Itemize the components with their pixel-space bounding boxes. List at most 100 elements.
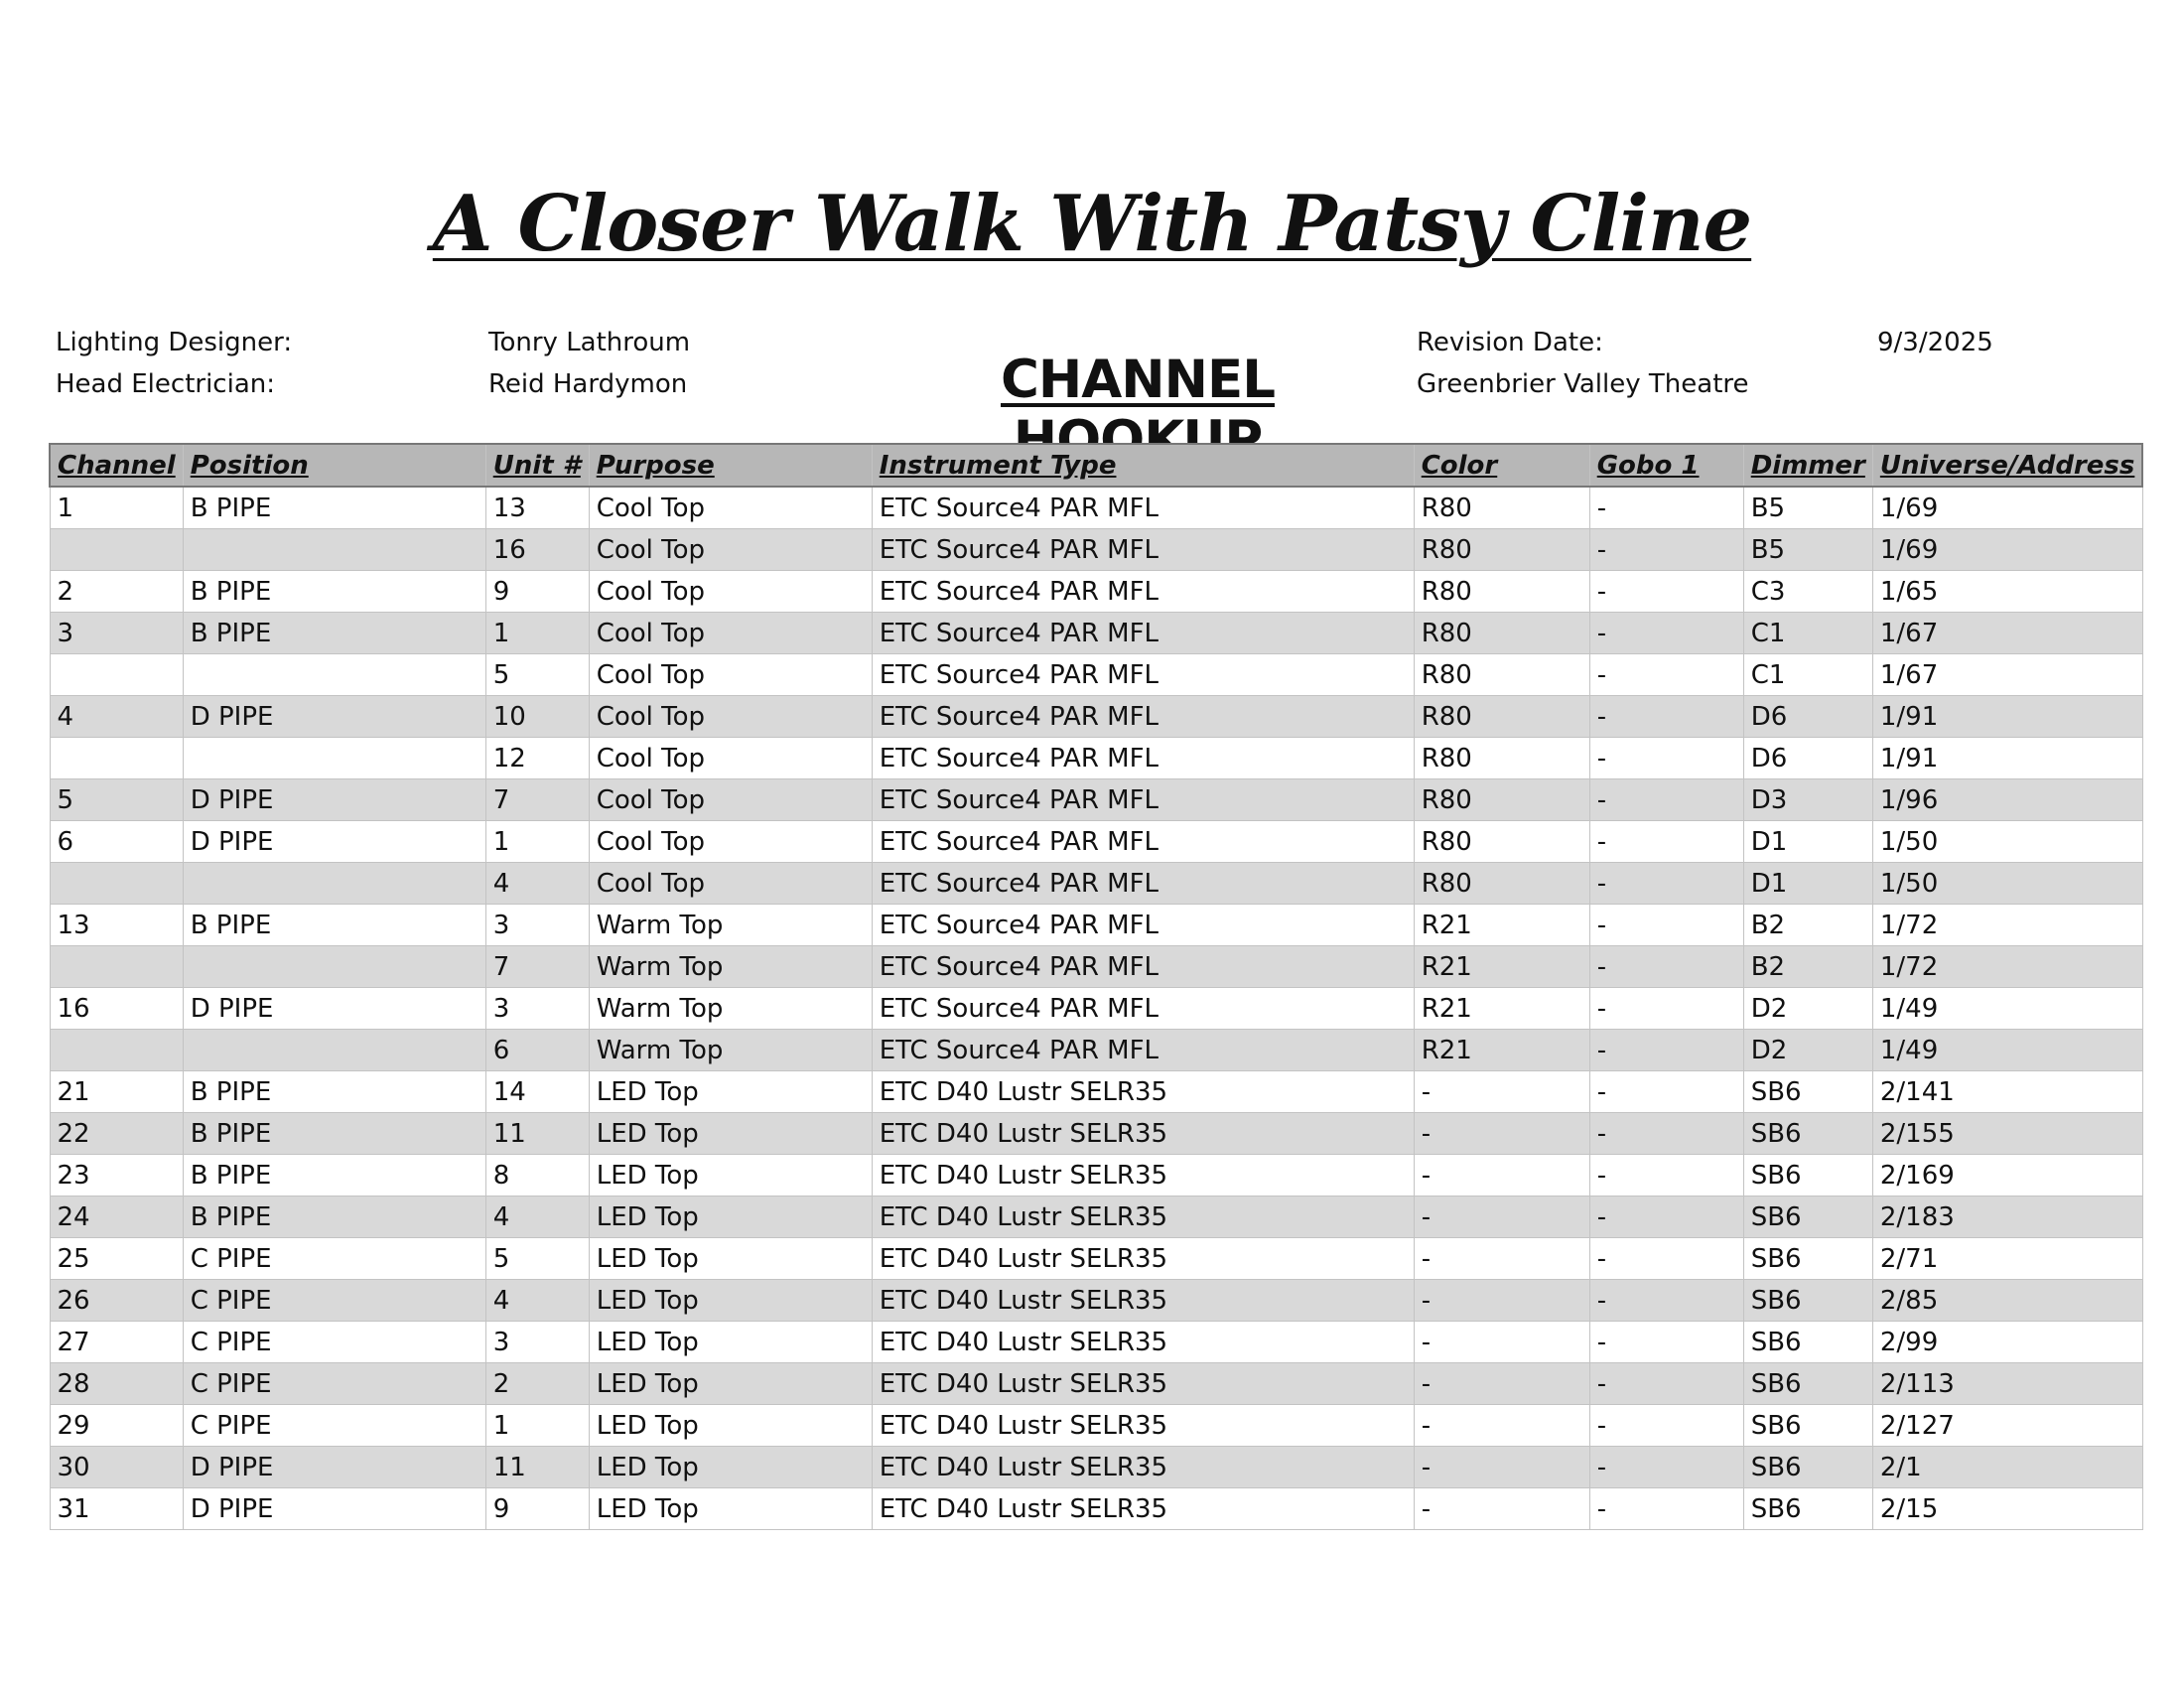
head-electrician-value: Reid Hardymon (488, 369, 688, 399)
cell-position: D PIPE (182, 1487, 486, 1530)
cell-color: R21 (1413, 987, 1590, 1030)
cell-color: R80 (1413, 778, 1590, 821)
table-row: 27 C PIPE 3 LED Top ETC D40 Lustr SELR35- - SB… (49, 1321, 2143, 1363)
cell-dimmer: D6 (1742, 737, 1873, 779)
cell-gobo-1: - (1588, 778, 1744, 821)
cell-gobo-1: - (1588, 862, 1744, 905)
cell-color: - (1413, 1112, 1590, 1155)
cell-purpose: Cool Top (588, 695, 873, 738)
cell-purpose: LED Top (588, 1237, 873, 1280)
cell-color: - (1413, 1446, 1590, 1488)
cell-purpose: Cool Top (588, 528, 873, 571)
cell-channel: 5 (49, 778, 184, 821)
cell-instrument-type: ETC Source4 PAR MFL (871, 695, 1415, 738)
cell-unit: 3 (484, 987, 590, 1030)
cell-gobo-1: - (1588, 1029, 1744, 1071)
cell-position: C PIPE (182, 1321, 486, 1363)
cell-dimmer: SB6 (1742, 1070, 1873, 1113)
cell-channel: 22 (49, 1112, 184, 1155)
cell-purpose: Warm Top (588, 904, 873, 946)
cell-dimmer: B2 (1742, 945, 1873, 988)
revision-date-label: Revision Date: (1417, 328, 1603, 357)
cell-instrument-type: ETC Source4 PAR MFL (871, 778, 1415, 821)
cell-universe-address: 1/69 (1871, 528, 2143, 571)
cell-gobo-1: - (1588, 945, 1744, 988)
cell-purpose: Warm Top (588, 987, 873, 1030)
cell-channel: 16 (49, 987, 184, 1030)
table-row: 6 Warm Top ETC Source4 PAR MFL R21- D2 1/49 (49, 1029, 2143, 1071)
table-row: 22 B PIPE 11 LED Top ETC D40 Lustr SELR35- - S… (49, 1112, 2143, 1155)
cell-gobo-1: - (1588, 1279, 1744, 1322)
cell-color: - (1413, 1070, 1590, 1113)
cell-unit: 7 (484, 778, 590, 821)
cell-unit: 1 (484, 1404, 590, 1447)
cell-purpose: LED Top (588, 1446, 873, 1488)
cell-purpose: Cool Top (588, 612, 873, 654)
cell-instrument-type: ETC Source4 PAR MFL (871, 653, 1415, 696)
cell-universe-address: 2/113 (1871, 1362, 2143, 1405)
cell-position: C PIPE (182, 1279, 486, 1322)
cell-instrument-type: ETC Source4 PAR MFL (871, 570, 1415, 613)
cell-instrument-type: ETC Source4 PAR MFL (871, 486, 1415, 529)
cell-unit: 14 (484, 1070, 590, 1113)
cell-unit: 2 (484, 1362, 590, 1405)
cell-universe-address: 2/155 (1871, 1112, 2143, 1155)
cell-dimmer: D3 (1742, 778, 1873, 821)
cell-universe-address: 2/169 (1871, 1154, 2143, 1196)
cell-position (182, 945, 486, 988)
cell-purpose: Cool Top (588, 486, 873, 529)
cell-unit: 6 (484, 1029, 590, 1071)
cell-instrument-type: ETC Source4 PAR MFL (871, 737, 1415, 779)
cell-unit: 1 (484, 612, 590, 654)
cell-channel: 29 (49, 1404, 184, 1447)
cell-dimmer: SB6 (1742, 1154, 1873, 1196)
cell-unit: 12 (484, 737, 590, 779)
cell-dimmer: B5 (1742, 486, 1873, 529)
head-electrician-label: Head Electrician: (56, 369, 275, 399)
cell-unit: 4 (484, 1279, 590, 1322)
cell-channel: 31 (49, 1487, 184, 1530)
cell-instrument-type: ETC D40 Lustr SELR35 (871, 1446, 1415, 1488)
table-row: 16 D PIPE 3 Warm Top ETC Source4 PAR MFL R21-… (49, 987, 2143, 1030)
cell-position: B PIPE (182, 612, 486, 654)
cell-channel: 24 (49, 1196, 184, 1238)
cell-position: B PIPE (182, 1196, 486, 1238)
cell-gobo-1: - (1588, 653, 1744, 696)
cell-unit: 9 (484, 570, 590, 613)
cell-channel (49, 945, 184, 988)
cell-universe-address: 1/69 (1871, 486, 2143, 529)
cell-gobo-1: - (1588, 528, 1744, 571)
cell-channel: 26 (49, 1279, 184, 1322)
cell-unit: 4 (484, 1196, 590, 1238)
cell-channel (49, 1029, 184, 1071)
cell-unit: 8 (484, 1154, 590, 1196)
cell-universe-address: 1/72 (1871, 945, 2143, 988)
table-row: 23 B PIPE 8 LED Top ETC D40 Lustr SELR35- - SB… (49, 1154, 2143, 1196)
cell-universe-address: 1/67 (1871, 612, 2143, 654)
cell-universe-address: 1/72 (1871, 904, 2143, 946)
cell-position: C PIPE (182, 1237, 486, 1280)
cell-channel: 1 (49, 486, 184, 529)
cell-universe-address: 2/183 (1871, 1196, 2143, 1238)
cell-color: R21 (1413, 1029, 1590, 1071)
cell-channel: 3 (49, 612, 184, 654)
cell-gobo-1: - (1588, 1112, 1744, 1155)
cell-color: R80 (1413, 653, 1590, 696)
cell-instrument-type: ETC Source4 PAR MFL (871, 904, 1415, 946)
cell-unit: 11 (484, 1446, 590, 1488)
cell-color: - (1413, 1404, 1590, 1447)
cell-purpose: Cool Top (588, 653, 873, 696)
cell-dimmer: C1 (1742, 653, 1873, 696)
cell-gobo-1: - (1588, 820, 1744, 863)
cell-universe-address: 1/50 (1871, 862, 2143, 905)
column-header-position: Position (182, 443, 486, 488)
cell-gobo-1: - (1588, 1404, 1744, 1447)
cell-instrument-type: ETC D40 Lustr SELR35 (871, 1321, 1415, 1363)
table-row: 4 Cool Top ETC Source4 PAR MFL R80- D1 1/50 (49, 862, 2143, 905)
cell-unit: 13 (484, 486, 590, 529)
cell-position: D PIPE (182, 778, 486, 821)
cell-color: R80 (1413, 737, 1590, 779)
cell-position: B PIPE (182, 570, 486, 613)
cell-gobo-1: - (1588, 1487, 1744, 1530)
